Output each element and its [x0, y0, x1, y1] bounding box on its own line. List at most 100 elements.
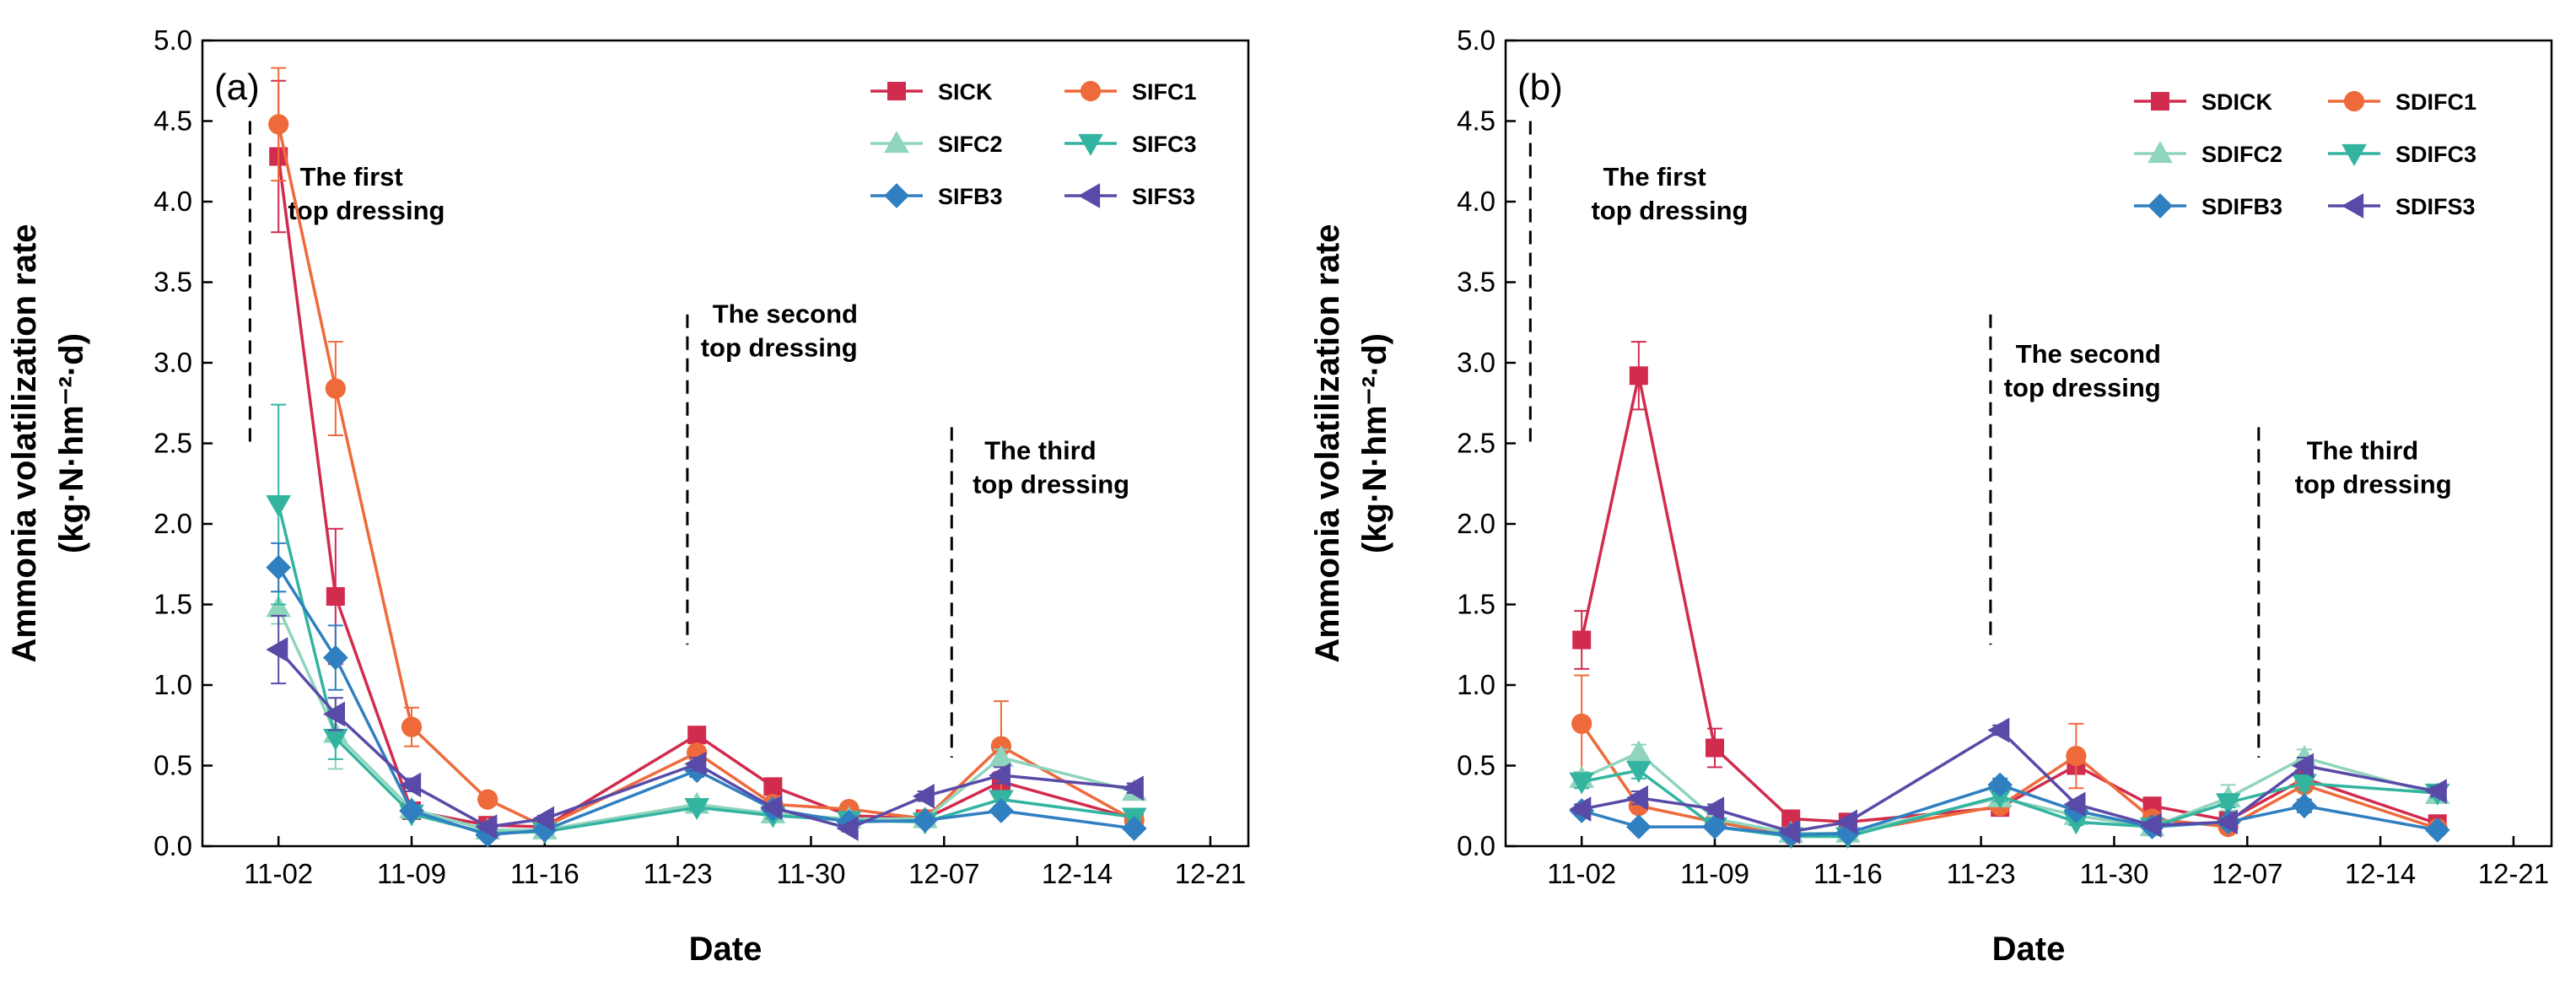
legend-marker — [2342, 193, 2364, 219]
legend-label: SIFC1 — [1132, 79, 1197, 105]
y-tick-label: 2.0 — [1457, 508, 1495, 539]
annotation-third: The third top dressing — [973, 436, 1129, 499]
legend-marker — [1080, 80, 1102, 102]
data-point — [1571, 713, 1592, 734]
x-tick-label: 12-07 — [908, 858, 979, 889]
data-point — [836, 816, 859, 841]
y-tick-label: 2.5 — [154, 428, 192, 459]
annotation-line: The second — [713, 299, 858, 328]
x-tick-label: 11-16 — [510, 858, 579, 889]
chart-panel-b: 0.0 0.5 1.0 1.5 2.0 2.5 3.0 3.5 4.0 4.5 5.0 11-02 11… — [1309, 24, 2553, 968]
y-tick-label: 4.5 — [154, 105, 192, 137]
legend-label: SDICK — [2201, 89, 2273, 115]
data-point — [1987, 772, 2013, 798]
data-point — [1987, 717, 2010, 743]
data-point — [2424, 817, 2450, 843]
annotation-line: top dressing — [2004, 373, 2161, 402]
data-point — [2139, 812, 2162, 839]
data-point — [477, 789, 498, 810]
data-point — [684, 751, 707, 777]
y-tick-label: 3.5 — [1457, 267, 1495, 298]
legend-label: SDIFC3 — [2395, 142, 2476, 167]
y-tick-label: 1.5 — [1457, 589, 1495, 620]
y-tick-label: 3.5 — [154, 267, 192, 298]
x-axis-title: Date — [1992, 931, 2066, 968]
data-point — [401, 716, 423, 737]
y-axis-title: Ammonia volatilization rate — [6, 224, 43, 662]
data-point — [2063, 791, 2086, 817]
series-sdifs3 — [1569, 717, 2447, 844]
data-point — [1629, 366, 1648, 386]
data-point — [322, 701, 345, 727]
x-tick-label: 11-09 — [1680, 858, 1749, 889]
data-point — [2292, 774, 2317, 796]
data-point — [268, 114, 289, 135]
legend-label: SICK — [938, 79, 993, 105]
y-tick-label: 1.5 — [154, 589, 192, 620]
chart-panel-a: 0.0 0.5 1.0 1.5 2.0 2.5 3.0 3.5 4.0 4.5 5.0 11-02 11… — [6, 24, 1250, 968]
annotation-line: top dressing — [701, 332, 858, 362]
y-tick-label: 0.5 — [154, 750, 192, 781]
y-tick-label: 2.5 — [1457, 428, 1495, 459]
annotation-third: The third top dressing — [2295, 436, 2452, 499]
data-point — [322, 645, 348, 671]
annotation-line: top dressing — [2295, 470, 2452, 499]
x-tick-label: 11-09 — [377, 858, 446, 889]
y-tick-label: 1.0 — [154, 669, 192, 700]
panel-label: (b) — [1517, 67, 1563, 108]
annotation-first: The first top dressing — [1591, 162, 1748, 225]
y-tick-label: 4.0 — [1457, 186, 1495, 217]
data-point — [1625, 761, 1652, 784]
y-axis-unit: (kg·N·hm⁻²·d) — [53, 333, 90, 553]
legend-marker — [884, 131, 909, 154]
legend-marker — [2148, 141, 2173, 164]
x-axis-title: Date — [689, 931, 763, 968]
data-point — [399, 798, 424, 823]
y-tick-label: 5.0 — [154, 24, 192, 56]
data-point — [2215, 809, 2238, 835]
data-point — [1835, 809, 1857, 835]
legend-label: SDIFC1 — [2395, 89, 2476, 115]
x-tick-label: 11-30 — [2079, 858, 2148, 889]
data-point — [760, 795, 783, 821]
data-point — [2292, 793, 2317, 819]
legend: SDICK SDIFC1 SDIFC2 SDIFC3 SDIFB3 SDIFS3 — [2134, 89, 2476, 219]
data-point — [687, 726, 707, 745]
x-tick-label: 11-02 — [1547, 858, 1616, 889]
data-point — [1778, 818, 1801, 844]
x-tick-label: 12-21 — [2478, 858, 2549, 889]
y-tick-label: 1.0 — [1457, 669, 1495, 700]
x-tick-label: 11-16 — [1813, 858, 1883, 889]
data-point — [399, 772, 422, 798]
annotation-line: The first — [299, 162, 402, 192]
data-point — [684, 798, 710, 821]
panel-label: (a) — [214, 67, 260, 108]
y-tick-label: 0.0 — [1457, 830, 1495, 861]
data-point — [912, 783, 935, 809]
data-point — [2424, 779, 2447, 804]
annotation-line: top dressing — [1591, 196, 1748, 225]
legend-label: SIFS3 — [1132, 184, 1195, 209]
data-point — [266, 595, 292, 618]
legend-marker — [2148, 193, 2173, 219]
data-point — [326, 586, 345, 606]
data-point — [1625, 814, 1652, 839]
annotation-line: The third — [984, 436, 1097, 466]
data-point — [266, 554, 292, 580]
data-point — [989, 763, 1011, 788]
y-tick-label: 0.5 — [1457, 750, 1495, 781]
y-tick-label: 4.0 — [154, 186, 192, 217]
annotation-first: The first top dressing — [288, 162, 445, 225]
data-point — [531, 817, 558, 843]
x-tick-label: 12-21 — [1175, 858, 1246, 889]
annotation-line: The first — [1603, 162, 1706, 192]
x-tick-label: 12-14 — [1042, 858, 1113, 889]
data-point — [266, 494, 292, 517]
x-tick-label: 12-14 — [2345, 858, 2416, 889]
data-point — [912, 807, 938, 834]
data-point — [2292, 753, 2315, 779]
data-point — [763, 777, 783, 796]
data-point — [1987, 786, 2013, 809]
legend-label: SDIFC2 — [2201, 142, 2282, 167]
